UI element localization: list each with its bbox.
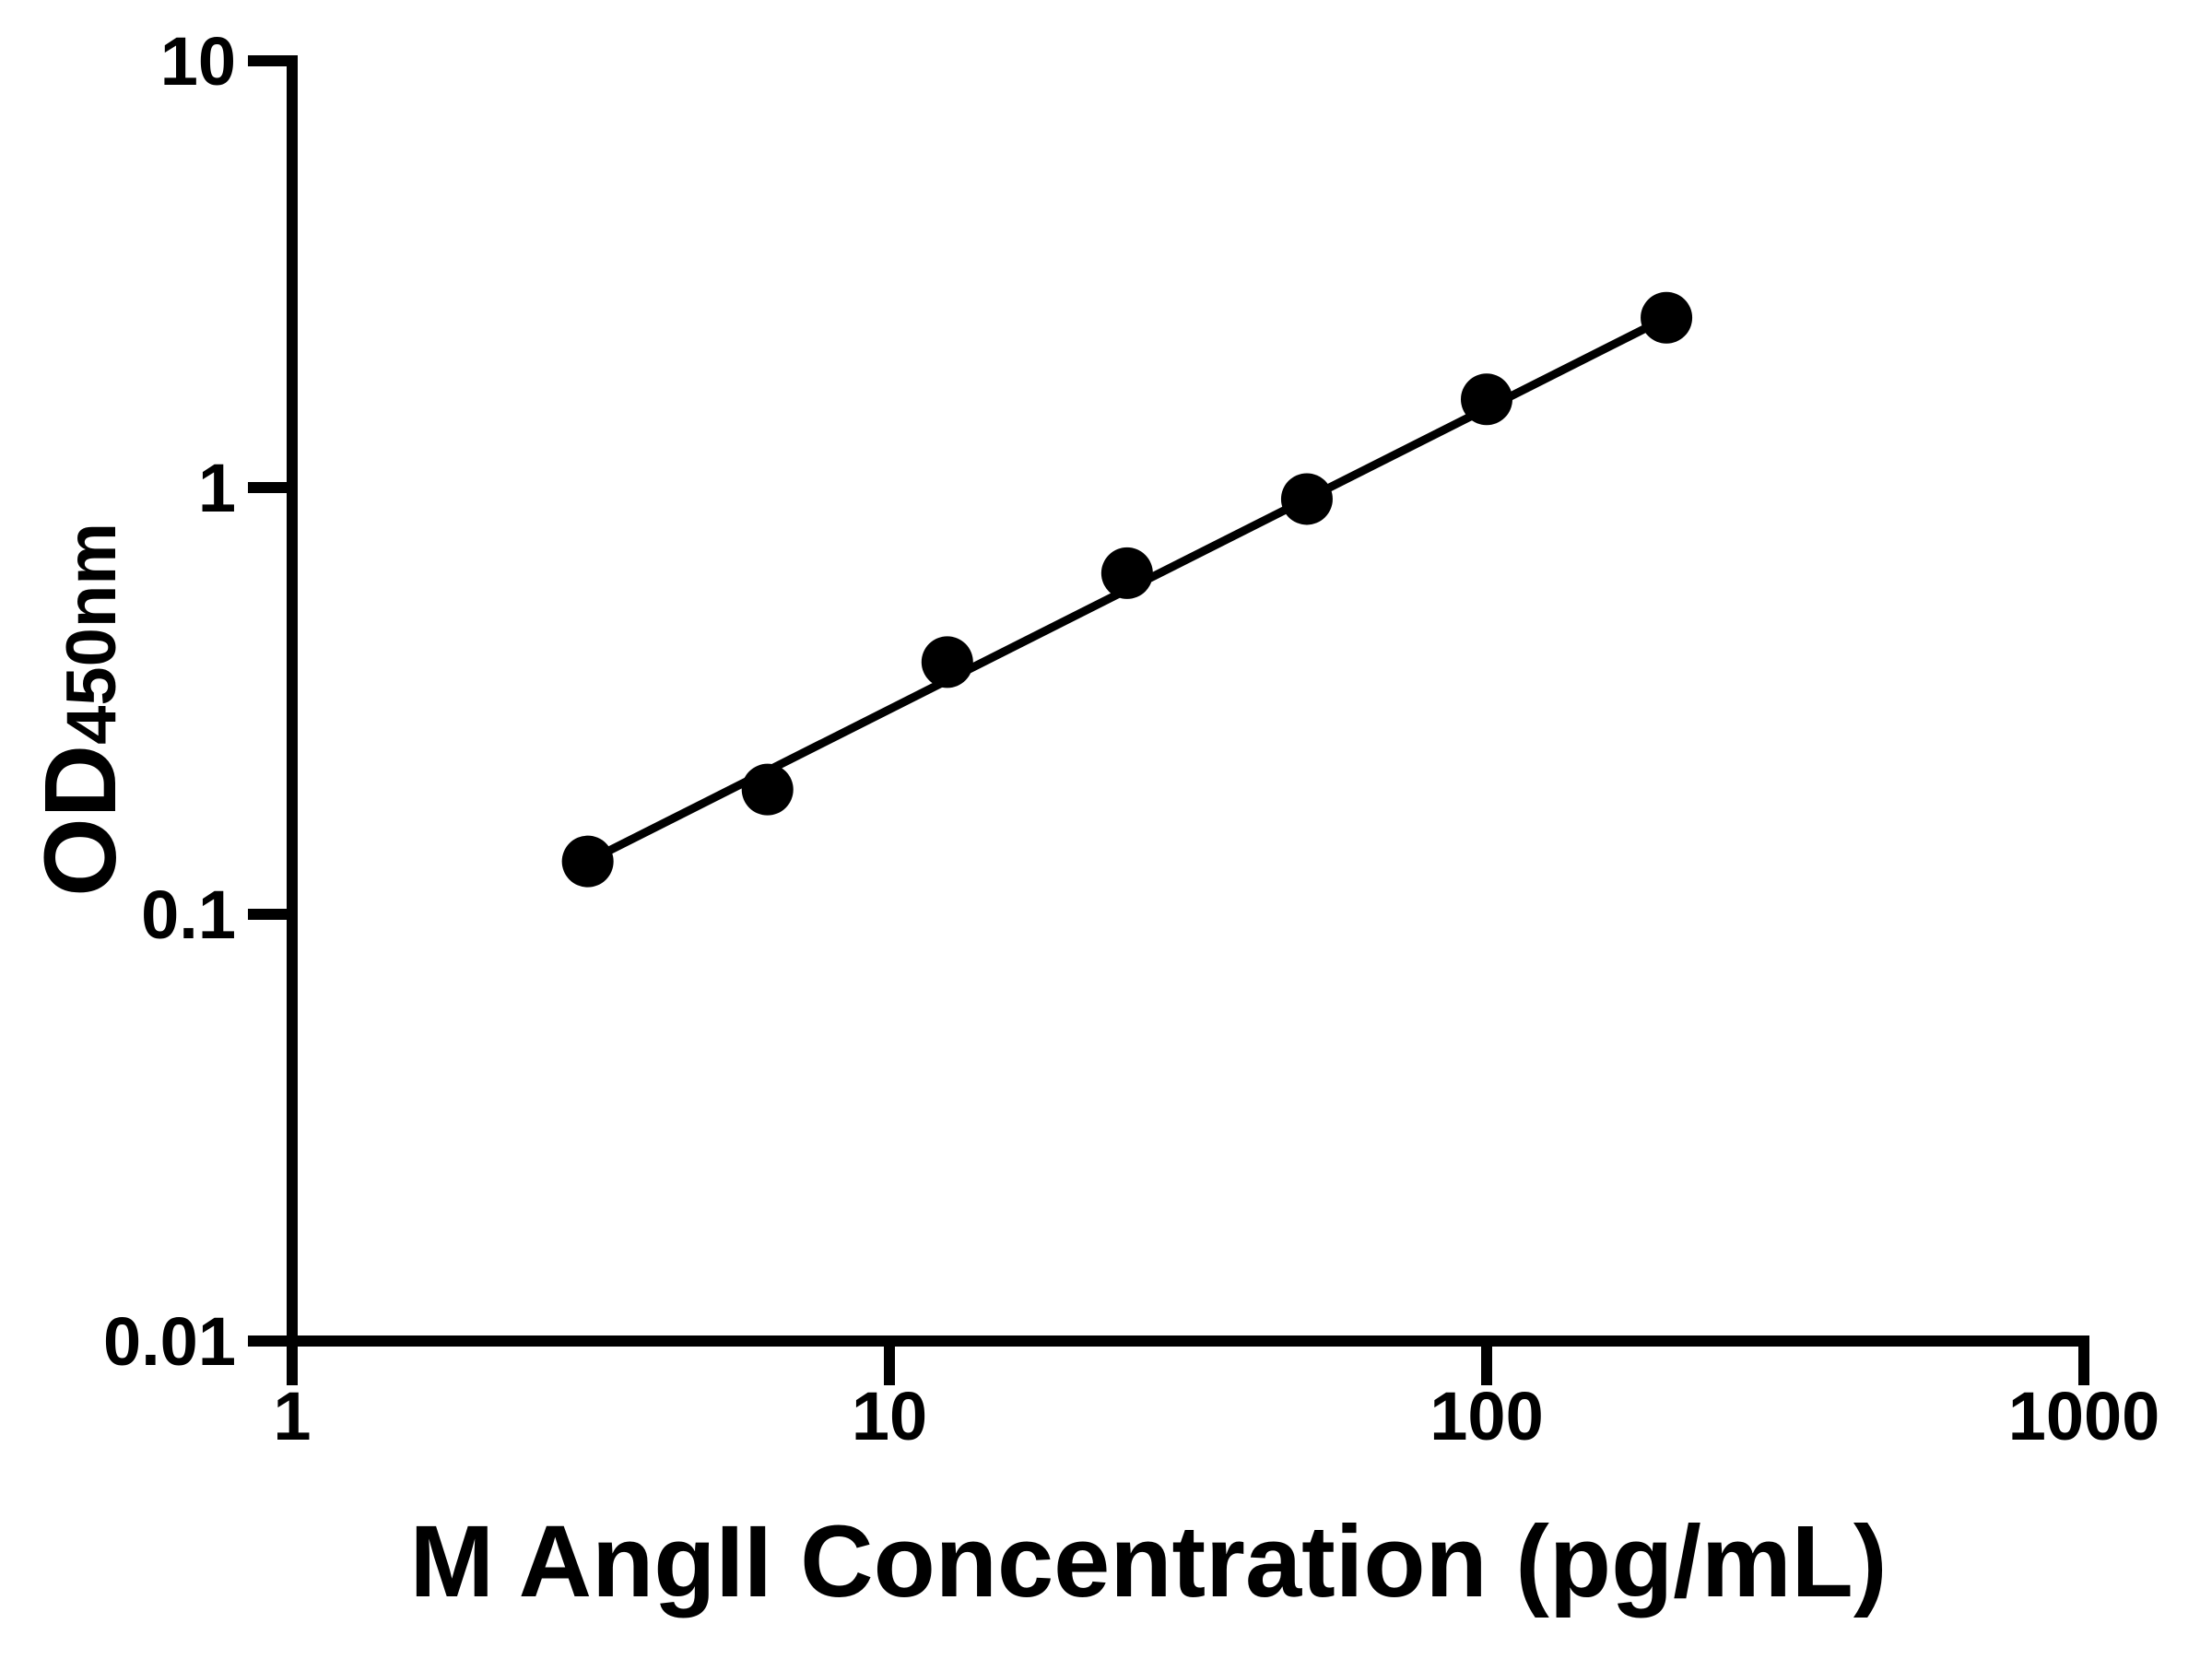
data-point: [1641, 291, 1693, 344]
data-point: [1280, 473, 1333, 525]
x-tick-label: 10: [852, 1378, 927, 1454]
y-tick-label: 0.01: [103, 1303, 236, 1380]
x-tick-label: 100: [1430, 1378, 1543, 1454]
x-tick-label: 1000: [2008, 1378, 2160, 1454]
x-tick-label: 1: [273, 1378, 311, 1454]
data-point: [1100, 547, 1153, 599]
data-point: [921, 636, 973, 688]
y-axis-title-main: OD: [24, 744, 137, 897]
y-tick-label: 0.1: [141, 877, 236, 953]
y-axis-title: OD450nm: [24, 523, 137, 897]
data-point: [1461, 373, 1512, 426]
y-tick-label: 10: [160, 23, 236, 100]
x-axis-title: M AngII Concentration (pg/mL): [409, 1505, 1888, 1618]
data-point: [561, 835, 614, 888]
data-point: [741, 763, 794, 816]
y-tick-label: 1: [198, 450, 236, 526]
y-axis-title-subscript: 450nm: [53, 523, 131, 745]
